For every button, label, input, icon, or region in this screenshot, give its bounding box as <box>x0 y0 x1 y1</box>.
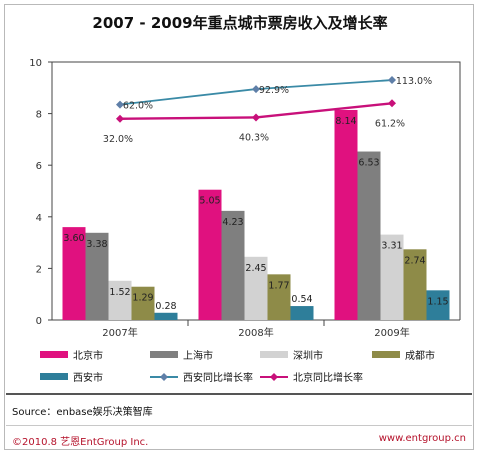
legend-label: 成都市 <box>405 349 435 362</box>
bar-value-label: 0.28 <box>155 301 176 312</box>
x-tick-label: 2009年 <box>374 326 409 339</box>
bar <box>154 312 178 320</box>
footer-copyright: ©2010.8 艺恩EntGroup Inc. <box>12 437 149 448</box>
line-value-label: 61.2% <box>375 118 405 129</box>
bar <box>380 234 404 320</box>
legend-swatch <box>260 351 288 358</box>
bar-value-label: 3.38 <box>86 239 107 250</box>
legend-marker <box>160 373 168 381</box>
bar-value-label: 2.74 <box>404 255 425 266</box>
bar <box>403 249 427 320</box>
y-tick-label: 6 <box>36 161 42 172</box>
line-marker <box>252 85 260 94</box>
x-tick-label: 2007年 <box>102 326 137 339</box>
y-tick-label: 8 <box>36 110 42 121</box>
footer-divider <box>6 425 472 426</box>
bar <box>426 290 450 320</box>
bar <box>198 189 222 320</box>
bar-value-label: 8.14 <box>335 116 356 127</box>
legend-swatch <box>40 373 68 380</box>
bar-value-label: 4.23 <box>222 217 243 228</box>
bar <box>108 280 132 320</box>
bar <box>62 227 86 320</box>
bar-value-label: 2.45 <box>245 263 266 274</box>
legend-label: 深圳市 <box>293 349 323 362</box>
bar-value-label: 1.77 <box>268 280 289 291</box>
bar <box>85 232 109 320</box>
bar-value-label: 5.05 <box>199 196 220 207</box>
plot-border <box>51 61 461 320</box>
bar <box>131 286 155 320</box>
line-marker <box>252 113 260 122</box>
line-value-label: 113.0% <box>396 76 432 87</box>
bar <box>357 151 381 320</box>
line-marker <box>388 76 396 85</box>
bar <box>290 306 314 320</box>
bar-value-label: 6.53 <box>358 158 379 169</box>
legend-swatch <box>40 351 68 358</box>
line-marker <box>388 99 396 108</box>
legend-swatch <box>150 351 178 358</box>
line-marker <box>116 114 124 123</box>
bar-value-label: 3.60 <box>63 233 84 244</box>
bar-value-label: 1.52 <box>109 287 130 298</box>
legend-label: 西安市 <box>73 371 103 384</box>
bar-value-label: 0.54 <box>291 294 312 305</box>
bar <box>334 109 358 320</box>
source-note: Source：enbase娱乐决策智库 <box>12 407 153 418</box>
legend-label: 上海市 <box>183 349 213 362</box>
bar <box>221 210 245 320</box>
footer-website[interactable]: www.entgroup.cn <box>378 433 466 444</box>
x-tick-label: 2008年 <box>238 326 273 339</box>
line-value-label: 62.0% <box>123 101 153 112</box>
bar-value-label: 3.31 <box>381 241 402 252</box>
y-tick-label: 2 <box>36 264 42 275</box>
y-tick-label: 10 <box>29 58 42 69</box>
bar-value-label: 1.29 <box>132 293 153 304</box>
legend-swatch <box>372 351 400 358</box>
line-marker <box>116 100 124 109</box>
bar <box>244 256 268 320</box>
legend-marker <box>270 373 278 381</box>
line-value-label: 40.3% <box>239 132 269 143</box>
source-separator <box>6 393 472 395</box>
bar <box>267 274 291 320</box>
line-value-label: 32.0% <box>103 134 133 145</box>
legend-label: 北京同比增长率 <box>293 371 363 384</box>
bar-value-label: 1.15 <box>427 296 448 307</box>
chart-title: 2007 - 2009年重点城市票房收入及增长率 <box>92 14 388 32</box>
legend-label: 西安同比增长率 <box>183 371 253 384</box>
y-tick-label: 0 <box>36 316 42 327</box>
y-tick-label: 4 <box>36 213 42 224</box>
legend-label: 北京市 <box>73 349 103 362</box>
line-value-label: 92.9% <box>259 85 289 96</box>
